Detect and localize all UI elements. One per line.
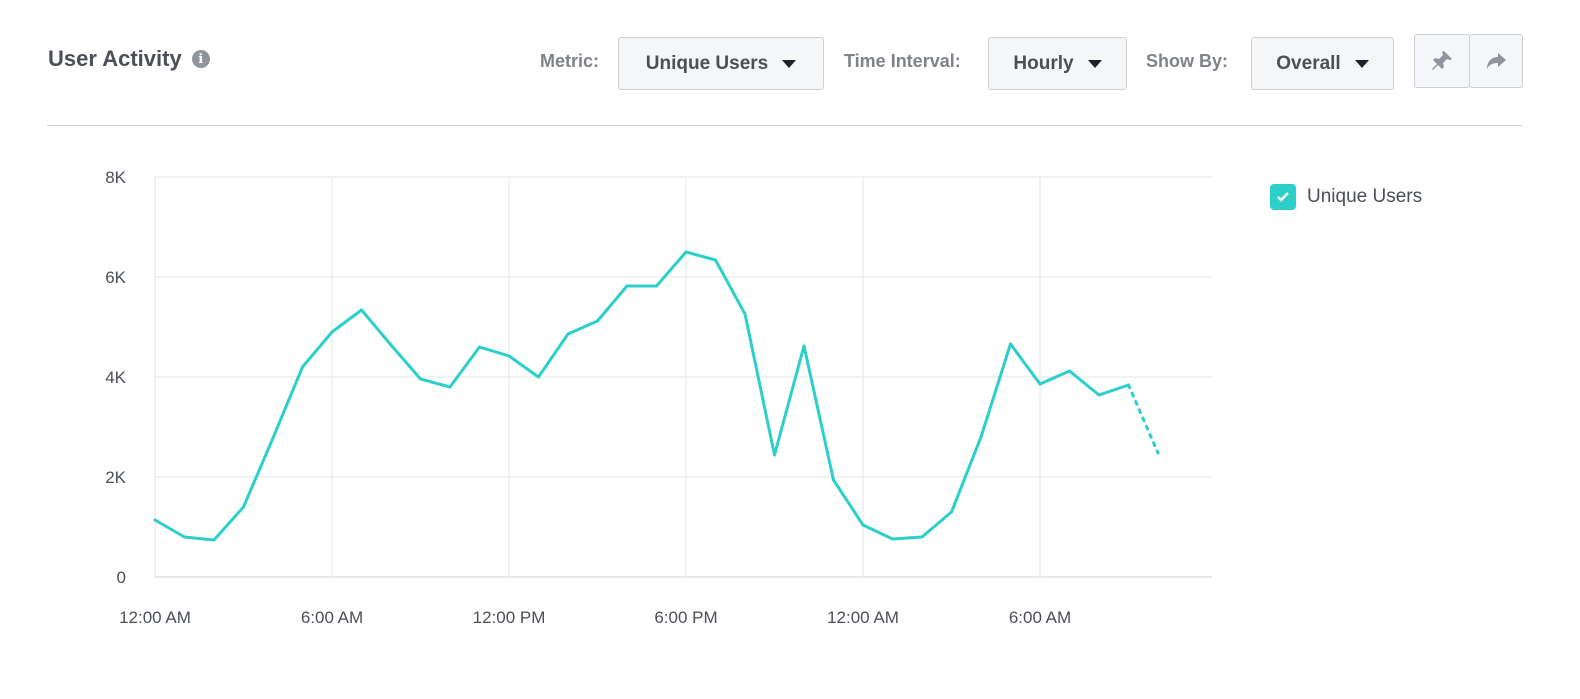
x-tick-label: 12:00 AM bbox=[827, 608, 899, 627]
data-point bbox=[301, 365, 304, 369]
x-tick-label: 12:00 AM bbox=[119, 608, 191, 627]
y-tick-label: 8K bbox=[105, 168, 126, 187]
line-chart: 0 2K 4K 6K 8K 12:00 AM 6:00 AM 12:00 PM 6:00 PM 1… bbox=[105, 168, 1212, 627]
legend-label: Unique Users bbox=[1307, 186, 1423, 207]
data-point bbox=[1038, 382, 1042, 386]
data-point bbox=[212, 538, 216, 542]
caret-down-icon bbox=[1354, 59, 1369, 68]
title-text: User Activity bbox=[48, 46, 182, 71]
checkbox-checked-icon[interactable] bbox=[1270, 184, 1296, 210]
y-tick-label: 0 bbox=[117, 568, 126, 587]
data-point bbox=[1068, 369, 1071, 373]
data-point bbox=[832, 478, 835, 482]
data-point bbox=[271, 436, 275, 440]
data-point bbox=[979, 435, 983, 439]
header-divider bbox=[47, 125, 1522, 126]
data-point bbox=[802, 344, 806, 348]
y-tick-label: 4K bbox=[105, 368, 126, 387]
time-interval-dropdown[interactable]: Hourly bbox=[988, 37, 1127, 90]
page-title: User Activity i bbox=[48, 46, 210, 72]
data-point bbox=[507, 354, 511, 358]
data-point bbox=[1127, 383, 1130, 387]
data-point bbox=[714, 258, 717, 262]
metric-value: Unique Users bbox=[645, 52, 769, 74]
data-point bbox=[743, 312, 747, 316]
pin-icon bbox=[1432, 51, 1452, 70]
data-point bbox=[861, 523, 865, 527]
data-point bbox=[389, 343, 393, 347]
data-point bbox=[448, 385, 452, 389]
caret-down-icon bbox=[782, 59, 797, 68]
show-by-dropdown[interactable]: Overall bbox=[1251, 37, 1394, 90]
data-point bbox=[1009, 342, 1012, 346]
data-point bbox=[419, 377, 422, 381]
info-icon[interactable]: i bbox=[191, 50, 210, 68]
time-interval-value: Hourly bbox=[1013, 52, 1074, 74]
data-point bbox=[183, 535, 186, 539]
x-tick-label: 12:00 PM bbox=[473, 608, 546, 627]
data-point bbox=[655, 284, 658, 288]
pin-button[interactable] bbox=[1414, 34, 1470, 88]
data-point bbox=[537, 375, 540, 379]
data-point bbox=[360, 308, 363, 312]
share-icon bbox=[1487, 53, 1506, 69]
x-tick-label: 6:00 AM bbox=[1009, 608, 1071, 627]
x-tick-label: 6:00 AM bbox=[301, 608, 363, 627]
share-button[interactable] bbox=[1469, 34, 1523, 88]
series-line bbox=[154, 250, 1129, 542]
data-point bbox=[625, 284, 629, 288]
data-point bbox=[478, 345, 481, 349]
metric-dropdown[interactable]: Unique Users bbox=[618, 37, 824, 90]
data-point bbox=[773, 453, 776, 457]
data-point bbox=[153, 518, 157, 522]
legend-item[interactable]: Unique Users bbox=[1270, 184, 1422, 210]
metric-label: Metric: bbox=[540, 51, 600, 71]
y-tick-label: 6K bbox=[105, 268, 126, 287]
data-point bbox=[684, 250, 688, 254]
data-point bbox=[920, 535, 924, 539]
data-point bbox=[1156, 451, 1160, 455]
show-by-label: Show By: bbox=[1146, 51, 1229, 71]
data-point bbox=[891, 537, 894, 541]
show-by-value: Overall bbox=[1276, 52, 1341, 74]
y-tick-label: 2K bbox=[105, 468, 126, 487]
data-point bbox=[330, 330, 334, 334]
x-tick-label: 6:00 PM bbox=[654, 608, 717, 627]
data-point bbox=[596, 319, 599, 323]
time-interval-label: Time Interval: bbox=[844, 51, 961, 71]
data-point bbox=[1097, 393, 1101, 397]
data-point bbox=[242, 505, 245, 509]
data-point bbox=[566, 332, 570, 336]
caret-down-icon bbox=[1087, 59, 1102, 68]
data-point bbox=[950, 510, 953, 514]
series-line-partial bbox=[1127, 383, 1160, 455]
